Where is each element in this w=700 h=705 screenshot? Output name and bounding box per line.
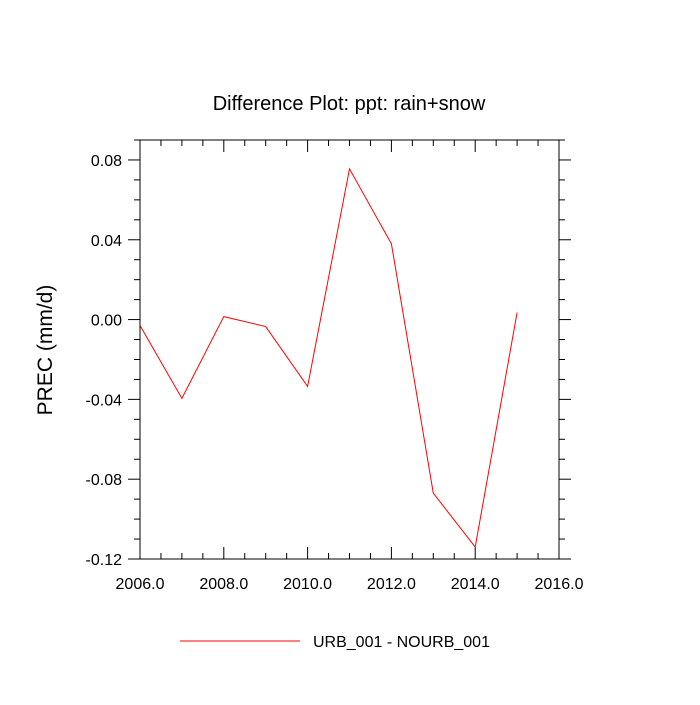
- y-tick-label: 0.04: [91, 233, 122, 250]
- x-tick-label: 2012.0: [367, 576, 416, 593]
- y-tick-label: 0.00: [91, 313, 122, 330]
- labels-layer: 2006.0 2008.0 2010.0 2012.0 2014.0 2016.0 -0.1…: [86, 153, 584, 593]
- legend-label: URB_001 - NOURB_001: [313, 634, 490, 651]
- y-tick-label: 0.08: [91, 153, 122, 170]
- legend: URB_001 - NOURB_001: [180, 634, 490, 651]
- x-tick-label: 2014.0: [451, 576, 500, 593]
- y-tick-label: -0.12: [86, 552, 123, 569]
- x-tick-label: 2016.0: [535, 576, 584, 593]
- ticks-layer: [128, 140, 571, 559]
- x-tick-label: 2010.0: [283, 576, 332, 593]
- chart-title: Difference Plot: ppt: rain+snow: [213, 93, 486, 115]
- plot-frame: [140, 140, 559, 559]
- series-line: [140, 169, 517, 547]
- y-tick-label: -0.04: [86, 392, 123, 409]
- y-tick-label: -0.08: [86, 472, 123, 489]
- x-tick-label: 2008.0: [199, 576, 248, 593]
- x-tick-label: 2006.0: [116, 576, 165, 593]
- y-axis-label: PREC (mm/d): [34, 285, 57, 416]
- series-layer: [140, 169, 517, 547]
